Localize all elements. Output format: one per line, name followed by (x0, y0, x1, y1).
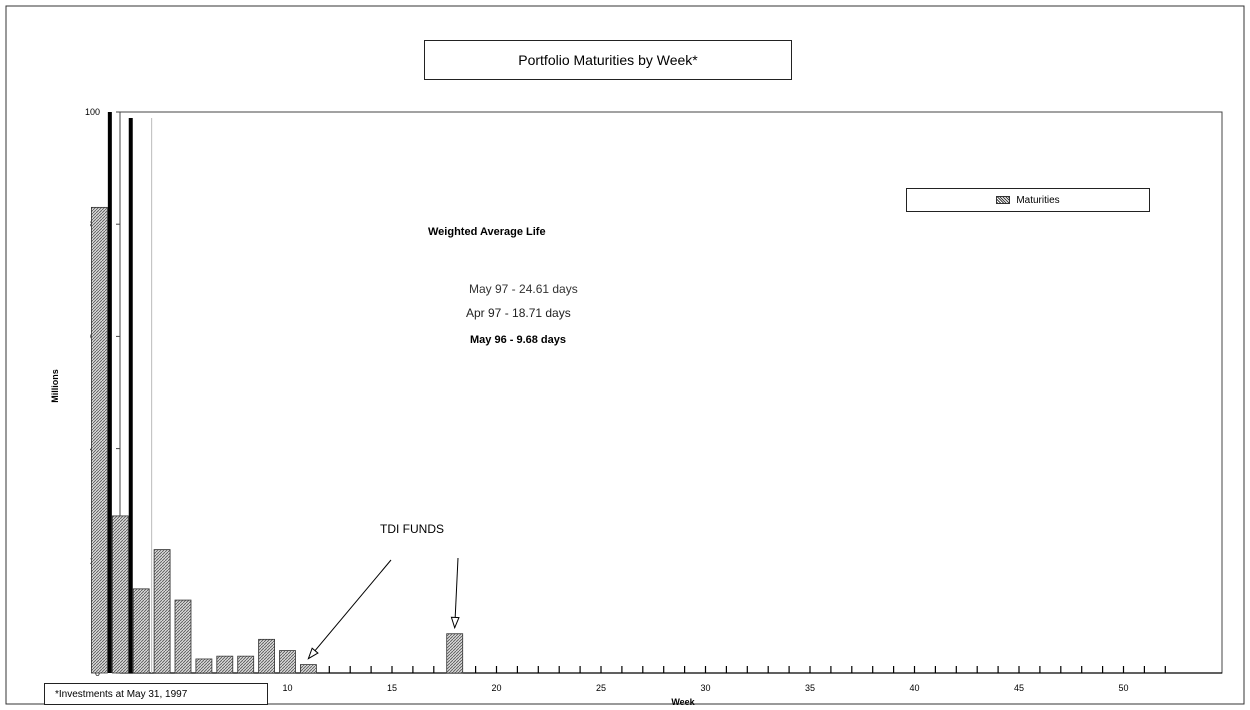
x-tick-label: 35 (805, 683, 815, 693)
bar-week-4 (153, 549, 171, 674)
x-tick-label: 25 (596, 683, 606, 693)
bar-week-2 (111, 515, 129, 674)
x-tick-label: 45 (1014, 683, 1024, 693)
bar-week-3 (132, 588, 150, 674)
y-tick-label: 100 (85, 107, 100, 117)
tdi-arrow-line (454, 557, 459, 628)
chart-title: Portfolio Maturities by Week* (424, 40, 792, 80)
tdi-arrow-line (308, 559, 392, 659)
y-axis-title: Millions (50, 369, 60, 403)
footnote: *Investments at May 31, 1997 (44, 683, 268, 705)
x-tick-label: 50 (1118, 683, 1128, 693)
chart-legend: Maturities (906, 188, 1150, 212)
bar-week-1 (91, 206, 108, 674)
bar-week-8 (237, 655, 255, 674)
bar-week-11 (299, 664, 317, 674)
tdi-arrow-head (450, 616, 460, 630)
bar-week-10 (279, 650, 296, 674)
bar-week-9 (258, 638, 276, 674)
outer-frame (5, 5, 1245, 705)
wal-apr-97: Apr 97 - 18.71 days (466, 306, 571, 320)
tdi-funds-label: TDI FUNDS (380, 522, 444, 536)
x-tick-label: 40 (909, 683, 919, 693)
legend-label-maturities: Maturities (1016, 194, 1060, 206)
legend-swatch-maturities (996, 196, 1011, 204)
wal-may-96: May 96 - 9.68 days (470, 334, 567, 346)
bar-week-6 (195, 658, 213, 674)
x-tick-label: 10 (282, 683, 292, 693)
x-tick-label: 20 (491, 683, 501, 693)
x-axis-title: Week (671, 697, 695, 707)
x-tick-label: 30 (700, 683, 710, 693)
wal-may-97: May 97 - 24.61 days (469, 282, 578, 296)
x-tick-label: 15 (387, 683, 397, 693)
weighted-average-title: Weighted Average Life (428, 226, 546, 238)
bar-week-5 (174, 599, 192, 674)
bar-week-7 (216, 655, 234, 674)
tdi-arrow-head (307, 647, 319, 660)
bar-week-18 (446, 633, 464, 674)
